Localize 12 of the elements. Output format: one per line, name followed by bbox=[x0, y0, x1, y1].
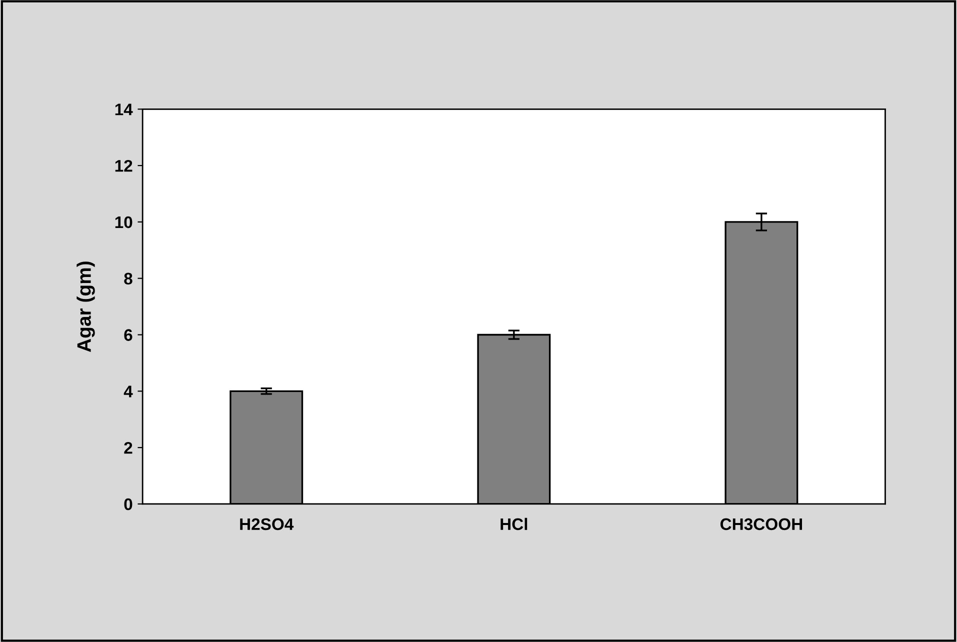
x-tick-label: CH3COOH bbox=[720, 518, 802, 530]
y-tick-label: 8 bbox=[124, 272, 132, 285]
y-tick-label: 2 bbox=[124, 442, 132, 454]
y-tick-label: 10 bbox=[115, 216, 132, 228]
y-tick-label: 0 bbox=[124, 498, 132, 510]
y-tick-label: 4 bbox=[124, 386, 133, 398]
y-tick-label: 6 bbox=[124, 329, 132, 341]
y-axis-title: Agar (gm) bbox=[76, 262, 95, 352]
x-tick-label: HCl bbox=[500, 518, 528, 530]
y-tick-label: 14 bbox=[115, 104, 133, 116]
x-tick-label: H2SO4 bbox=[240, 518, 294, 530]
y-tick-label: 12 bbox=[115, 160, 132, 172]
